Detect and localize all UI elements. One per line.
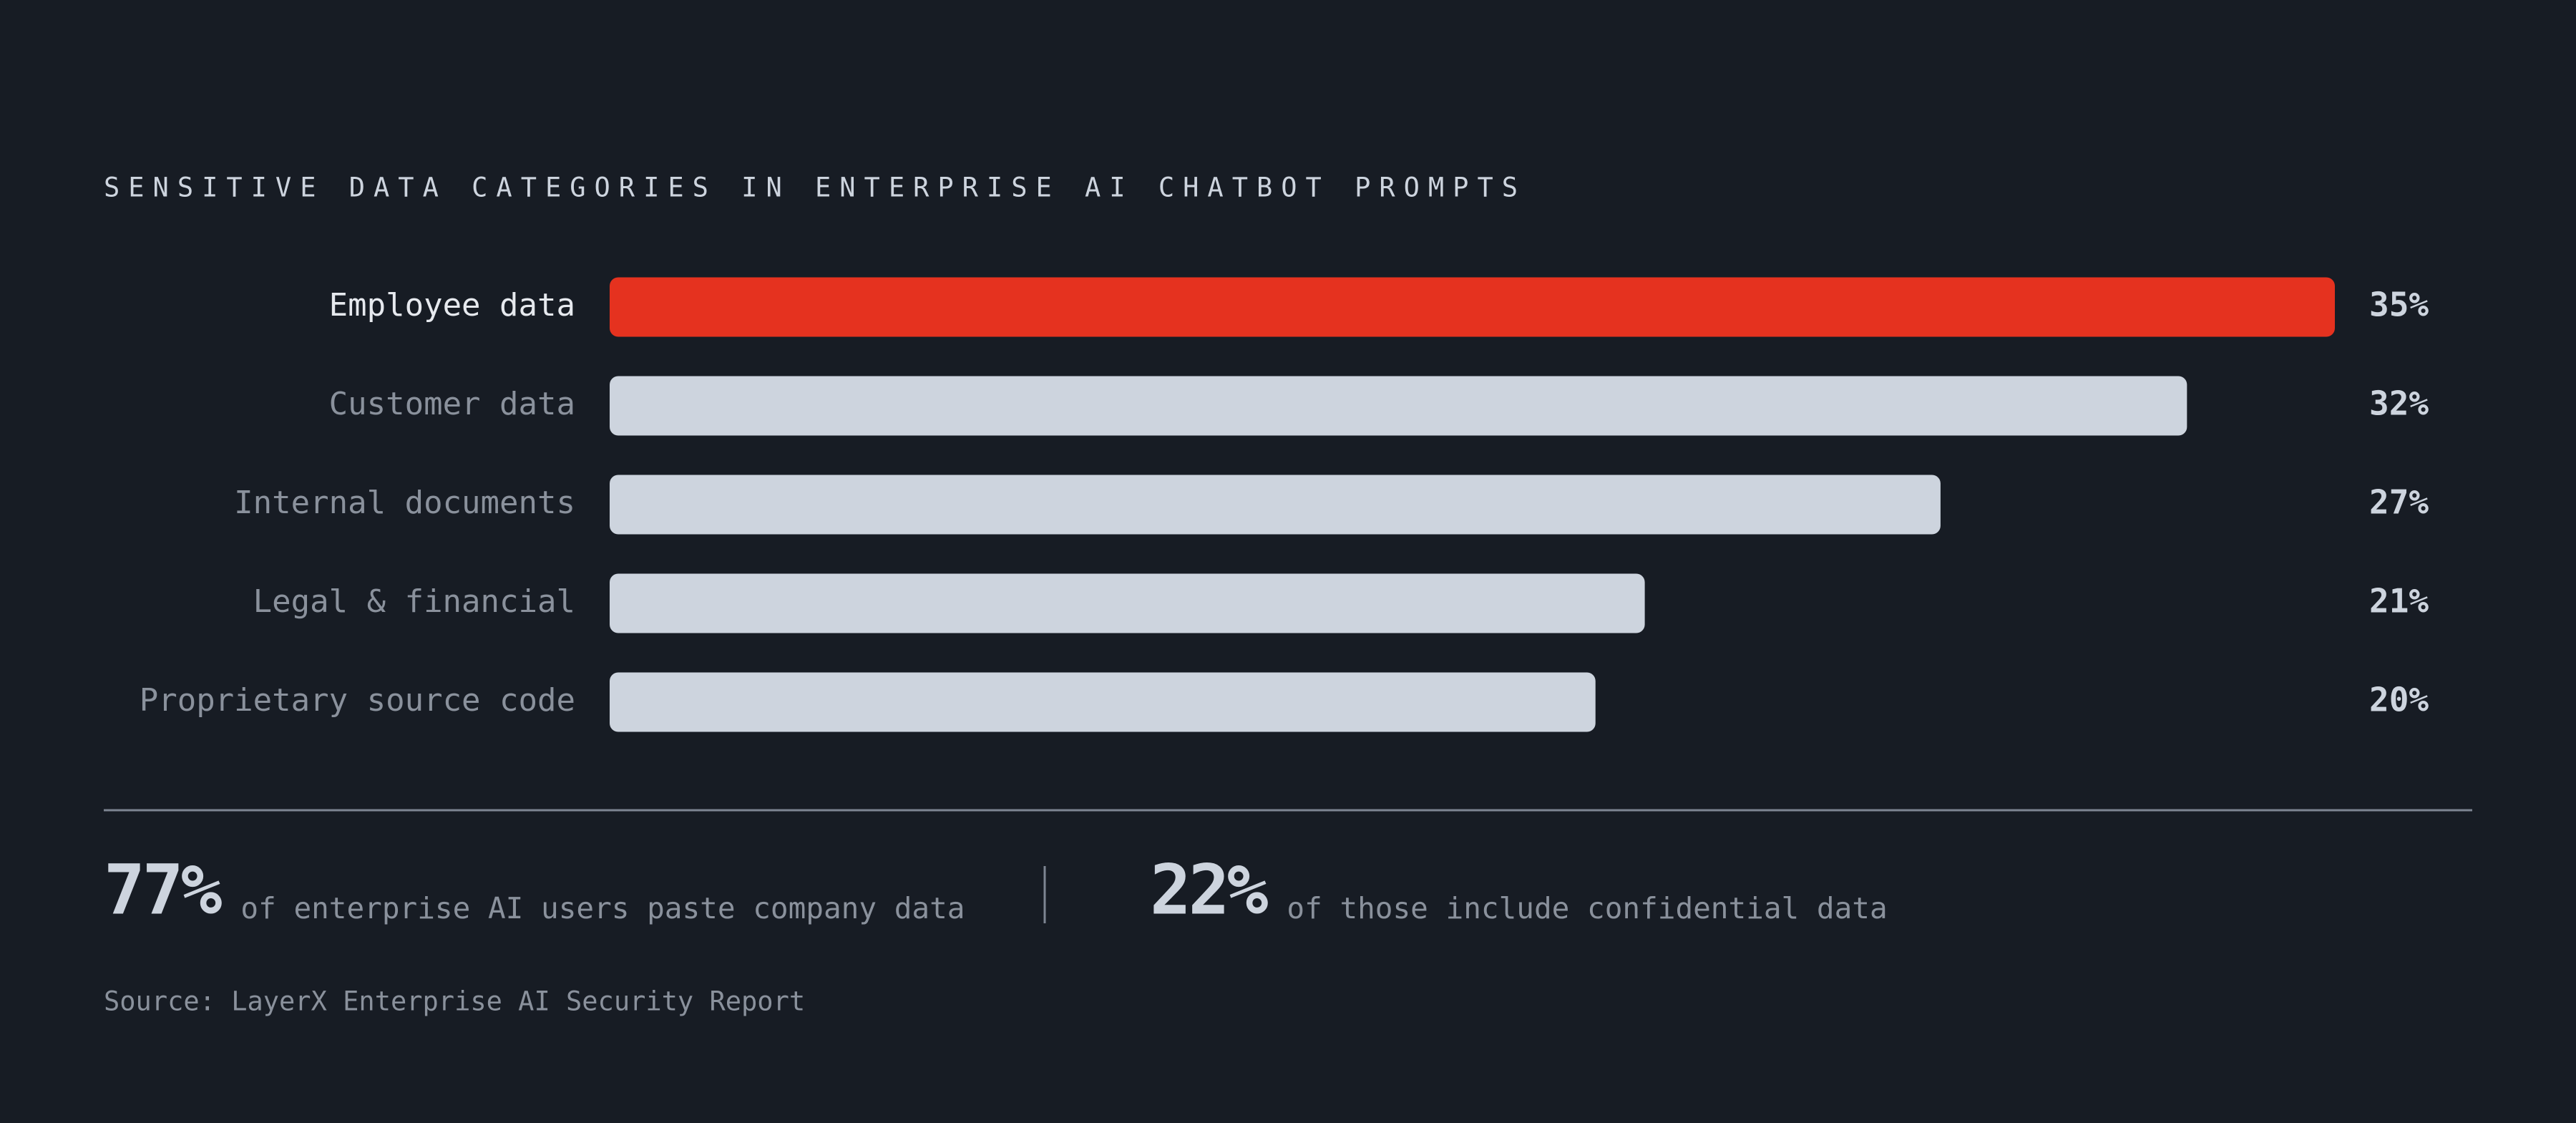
stat-text: of enterprise AI users paste company dat…	[240, 891, 965, 925]
category-label: Employee data	[329, 287, 575, 324]
source: Source: LayerX Enterprise AI Security Re…	[104, 986, 805, 1017]
bar	[610, 475, 1941, 535]
stat-figure: 22%	[1150, 850, 1269, 930]
bar	[610, 573, 1645, 633]
category-label: Legal & financial	[253, 583, 575, 620]
chart-title: SENSITIVE DATA CATEGORIES IN ENTERPRISE …	[104, 172, 1526, 203]
value-label: 27%	[2369, 483, 2429, 522]
value-label: 20%	[2369, 681, 2429, 719]
stat-figure: 77%	[104, 850, 223, 930]
stat-text: of those include confidential data	[1287, 891, 1887, 925]
category-label: Proprietary source code	[140, 682, 575, 719]
value-label: 32%	[2369, 384, 2429, 423]
value-label: 35%	[2369, 286, 2429, 324]
value-label: 21%	[2369, 582, 2429, 621]
bar	[610, 277, 2335, 337]
bar	[610, 376, 2187, 436]
bar	[610, 672, 1596, 732]
category-label: Internal documents	[234, 485, 575, 521]
category-label: Customer data	[329, 386, 575, 422]
